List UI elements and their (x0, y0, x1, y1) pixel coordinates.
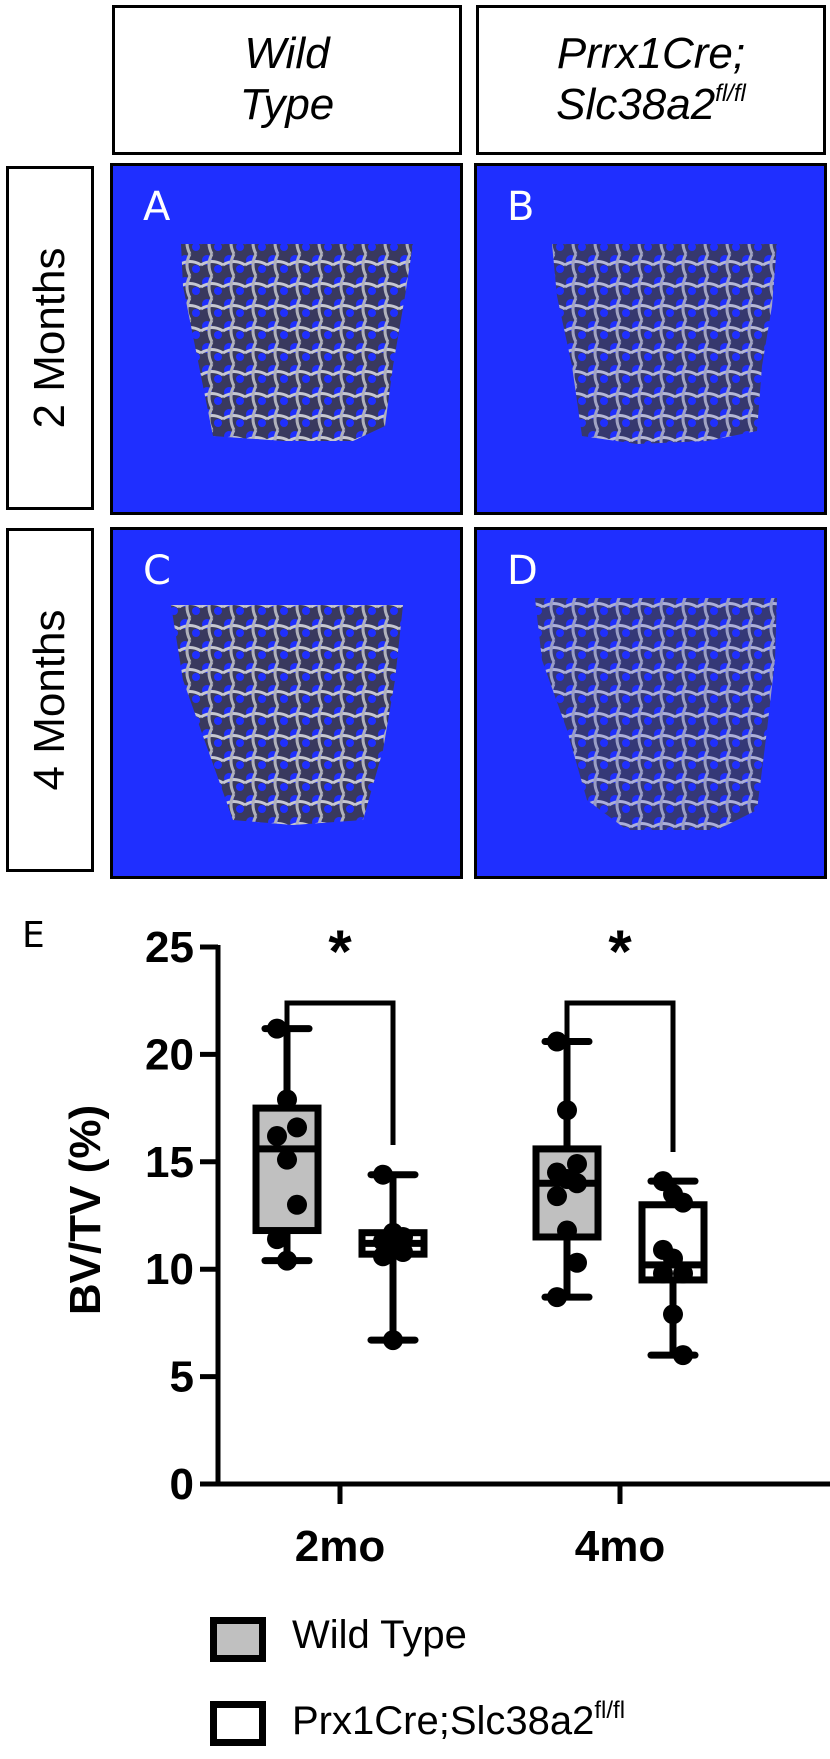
significance-asterisk: * (328, 918, 352, 985)
data-point (267, 1018, 287, 1039)
microct-panel-d: D (474, 527, 827, 879)
data-point (567, 1252, 587, 1273)
microct-panel-c: C (110, 527, 463, 879)
gene-name: Slc38a2 (556, 80, 716, 129)
column-header-line1: Prrx1Cre; (556, 29, 746, 79)
panel-letter: C (143, 548, 171, 594)
y-tick-label: 15 (145, 1138, 194, 1187)
trabecular-bone-render (552, 244, 777, 444)
allele-superscript: fl/fl (715, 80, 746, 107)
data-point (373, 1246, 393, 1267)
row-header-4-months: 4 Months (6, 528, 94, 872)
legend-label: Wild Type (292, 1613, 467, 1657)
column-header-line2: Slc38a2fl/fl (556, 80, 746, 131)
data-point (557, 1100, 577, 1121)
row-header-label: 2 Months (25, 247, 74, 429)
data-point (547, 1186, 567, 1207)
y-axis-label: BV/TV (%) (61, 1105, 110, 1315)
y-tick-label: 10 (145, 1245, 194, 1294)
significance-asterisk: * (608, 918, 632, 985)
column-header-knockout: Prrx1Cre; Slc38a2fl/fl (476, 5, 826, 155)
row-header-label: 4 Months (25, 609, 74, 791)
data-point (673, 1263, 693, 1284)
data-point (267, 1126, 287, 1147)
significance-bracket (564, 1000, 676, 1152)
column-header-line1: Wild (244, 29, 330, 79)
column-header-wild-type: Wild Type (112, 5, 462, 155)
legend-swatch-white (210, 1701, 266, 1746)
microct-panel-b: B (474, 163, 827, 515)
x-tick-label: 4mo (575, 1522, 665, 1571)
legend-swatch-gray (210, 1617, 266, 1662)
data-point (287, 1117, 307, 1138)
y-tick-label: 25 (145, 923, 194, 972)
panel-letter-e: E (22, 915, 45, 956)
data-point (267, 1229, 287, 1250)
trabecular-bone-render (535, 598, 777, 830)
data-point (557, 1220, 577, 1241)
trabecular-bone-render (181, 244, 413, 441)
panel-letter: A (143, 184, 171, 230)
row-header-2-months: 2 Months (6, 166, 94, 510)
data-point (663, 1304, 683, 1325)
panel-letter: D (507, 548, 538, 594)
legend-label-sup: fl/fl (594, 1697, 626, 1724)
bvtv-box-plot: 0 5 10 15 20 25 2mo 4mo BV/TV (%) * * (61, 918, 830, 1571)
data-point (673, 1345, 693, 1366)
data-point (663, 1248, 683, 1269)
data-point (287, 1194, 307, 1215)
y-tick-label: 20 (145, 1030, 194, 1079)
data-point (547, 1031, 567, 1052)
data-point (277, 1250, 297, 1271)
significance-bracket (284, 1000, 396, 1145)
data-point (373, 1164, 393, 1185)
data-point (653, 1263, 673, 1284)
microct-panel-a: A (110, 163, 463, 515)
x-tick-label: 2mo (295, 1522, 385, 1571)
y-tick-label: 5 (170, 1353, 194, 1402)
data-point (673, 1192, 693, 1213)
column-header-line2: Type (239, 80, 335, 129)
trabecular-bone-render (171, 605, 403, 825)
data-point (277, 1089, 297, 1110)
panel-letter: B (507, 184, 535, 230)
data-point (393, 1242, 413, 1263)
data-point (567, 1153, 587, 1174)
data-point (547, 1287, 567, 1308)
legend-label-text: Prx1Cre;Slc38a2 (292, 1699, 595, 1743)
legend-label: Prx1Cre;Slc38a2fl/fl (292, 1697, 625, 1744)
data-point (383, 1330, 403, 1351)
data-point (277, 1149, 297, 1170)
data-point (567, 1173, 587, 1194)
box (638, 1201, 708, 1284)
y-tick-label: 0 (170, 1460, 194, 1509)
